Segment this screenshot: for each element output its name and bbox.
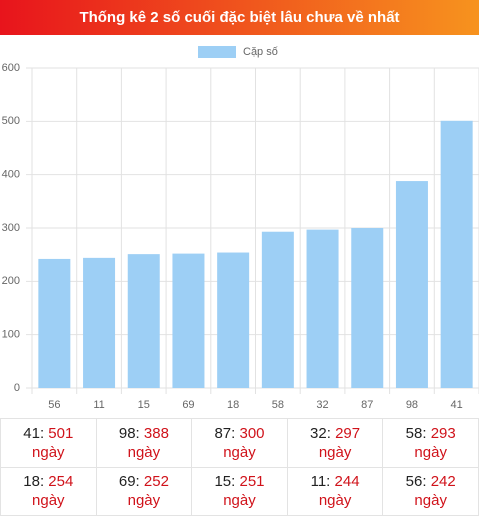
- cell-value: 254: [48, 473, 74, 491]
- cell-label: 58:: [405, 424, 427, 442]
- cell-value: 388: [143, 424, 169, 442]
- table-cell: 98: 388 ngày: [95, 418, 193, 468]
- y-tick-label: 500: [2, 115, 20, 127]
- bar: [395, 181, 428, 388]
- table-cell: 32: 297 ngày: [286, 418, 384, 468]
- bar: [440, 120, 473, 389]
- y-tick-label: 100: [2, 329, 20, 341]
- y-tick-label: 400: [2, 169, 20, 181]
- bar: [351, 228, 384, 388]
- x-tick-label: 98: [406, 399, 418, 411]
- cell-unit: ngày: [414, 492, 447, 510]
- cell-value: 242: [430, 473, 456, 491]
- cell-unit: ngày: [318, 492, 352, 510]
- cell-label: 15:: [214, 473, 236, 491]
- x-tick-label: 15: [138, 399, 150, 411]
- table-row: 41: 501 ngày 98: 388 ngày 87: 300 ngày 32: 297…: [0, 418, 479, 468]
- table-cell: 11: 244 ngày: [286, 466, 384, 516]
- y-tick-label: 600: [2, 62, 20, 74]
- table-row: 18: 254 ngày 69: 252 ngày 15: 251 ngày 11: 244…: [0, 466, 479, 516]
- x-tick-label: 41: [451, 399, 463, 411]
- y-tick-label: 0: [14, 382, 20, 394]
- cell-label: 98:: [118, 424, 140, 442]
- x-tick-label: 58: [272, 399, 284, 411]
- bar: [127, 254, 160, 388]
- legend-label: Cặp số: [243, 46, 278, 58]
- x-tick-label: 32: [316, 399, 328, 411]
- x-tick-label: 11: [93, 399, 104, 411]
- table-cell: 15: 251 ngày: [191, 466, 288, 516]
- table-cell: 18: 254 ngày: [0, 466, 97, 516]
- table-cell: 58: 293 ngày: [382, 418, 479, 468]
- cell-unit: ngày: [32, 443, 65, 461]
- bar: [38, 258, 71, 388]
- bar: [306, 229, 339, 388]
- y-tick-label: 200: [2, 275, 20, 287]
- header-title: Thống kê 2 số cuối đặc biệt lâu chưa về …: [0, 0, 479, 35]
- cell-unit: ngày: [318, 443, 352, 461]
- x-tick-label: 18: [227, 399, 239, 411]
- table-cell: 87: 300 ngày: [191, 418, 288, 468]
- cell-value: 293: [430, 424, 456, 442]
- cell-label: 18:: [23, 473, 45, 491]
- cell-unit: ngày: [127, 443, 161, 461]
- y-tick-label: 300: [2, 222, 20, 234]
- cell-unit: ngày: [223, 443, 256, 461]
- cell-unit: ngày: [223, 492, 256, 510]
- bar: [261, 231, 294, 388]
- cell-label: 32:: [310, 424, 331, 442]
- table: 41: 501 ngày 98: 388 ngày 87: 300 ngày 32: 297…: [0, 418, 479, 516]
- cell-label: 69:: [118, 473, 140, 491]
- cell-value: 244: [334, 473, 360, 491]
- cell-unit: ngày: [414, 443, 447, 461]
- x-tick-label: 56: [48, 399, 60, 411]
- bar: [83, 257, 116, 388]
- chart: Cặp số 0 100 200 300 400 500 600 56 11 15 69 18 58 32 8…: [2, 46, 479, 411]
- table-cell: 69: 252 ngày: [95, 466, 193, 516]
- cell-unit: ngày: [127, 492, 161, 510]
- cell-value: 300: [239, 424, 265, 442]
- cell-unit: ngày: [32, 492, 65, 510]
- bar: [217, 252, 250, 388]
- cell-label: 11:: [310, 473, 331, 491]
- cell-value: 297: [335, 424, 361, 442]
- cell-value: 252: [143, 473, 169, 491]
- cell-value: 501: [48, 424, 74, 442]
- cell-label: 56:: [405, 473, 427, 491]
- x-tick-label: 87: [361, 399, 373, 411]
- table-cell: 56: 242 ngày: [382, 466, 479, 516]
- legend-swatch: [198, 46, 236, 58]
- cell-label: 87:: [214, 424, 236, 442]
- cell-label: 41:: [23, 424, 45, 442]
- bar: [172, 253, 205, 388]
- cell-value: 251: [239, 473, 265, 491]
- x-tick-label: 69: [182, 399, 194, 411]
- table-cell: 41: 501 ngày: [0, 418, 97, 468]
